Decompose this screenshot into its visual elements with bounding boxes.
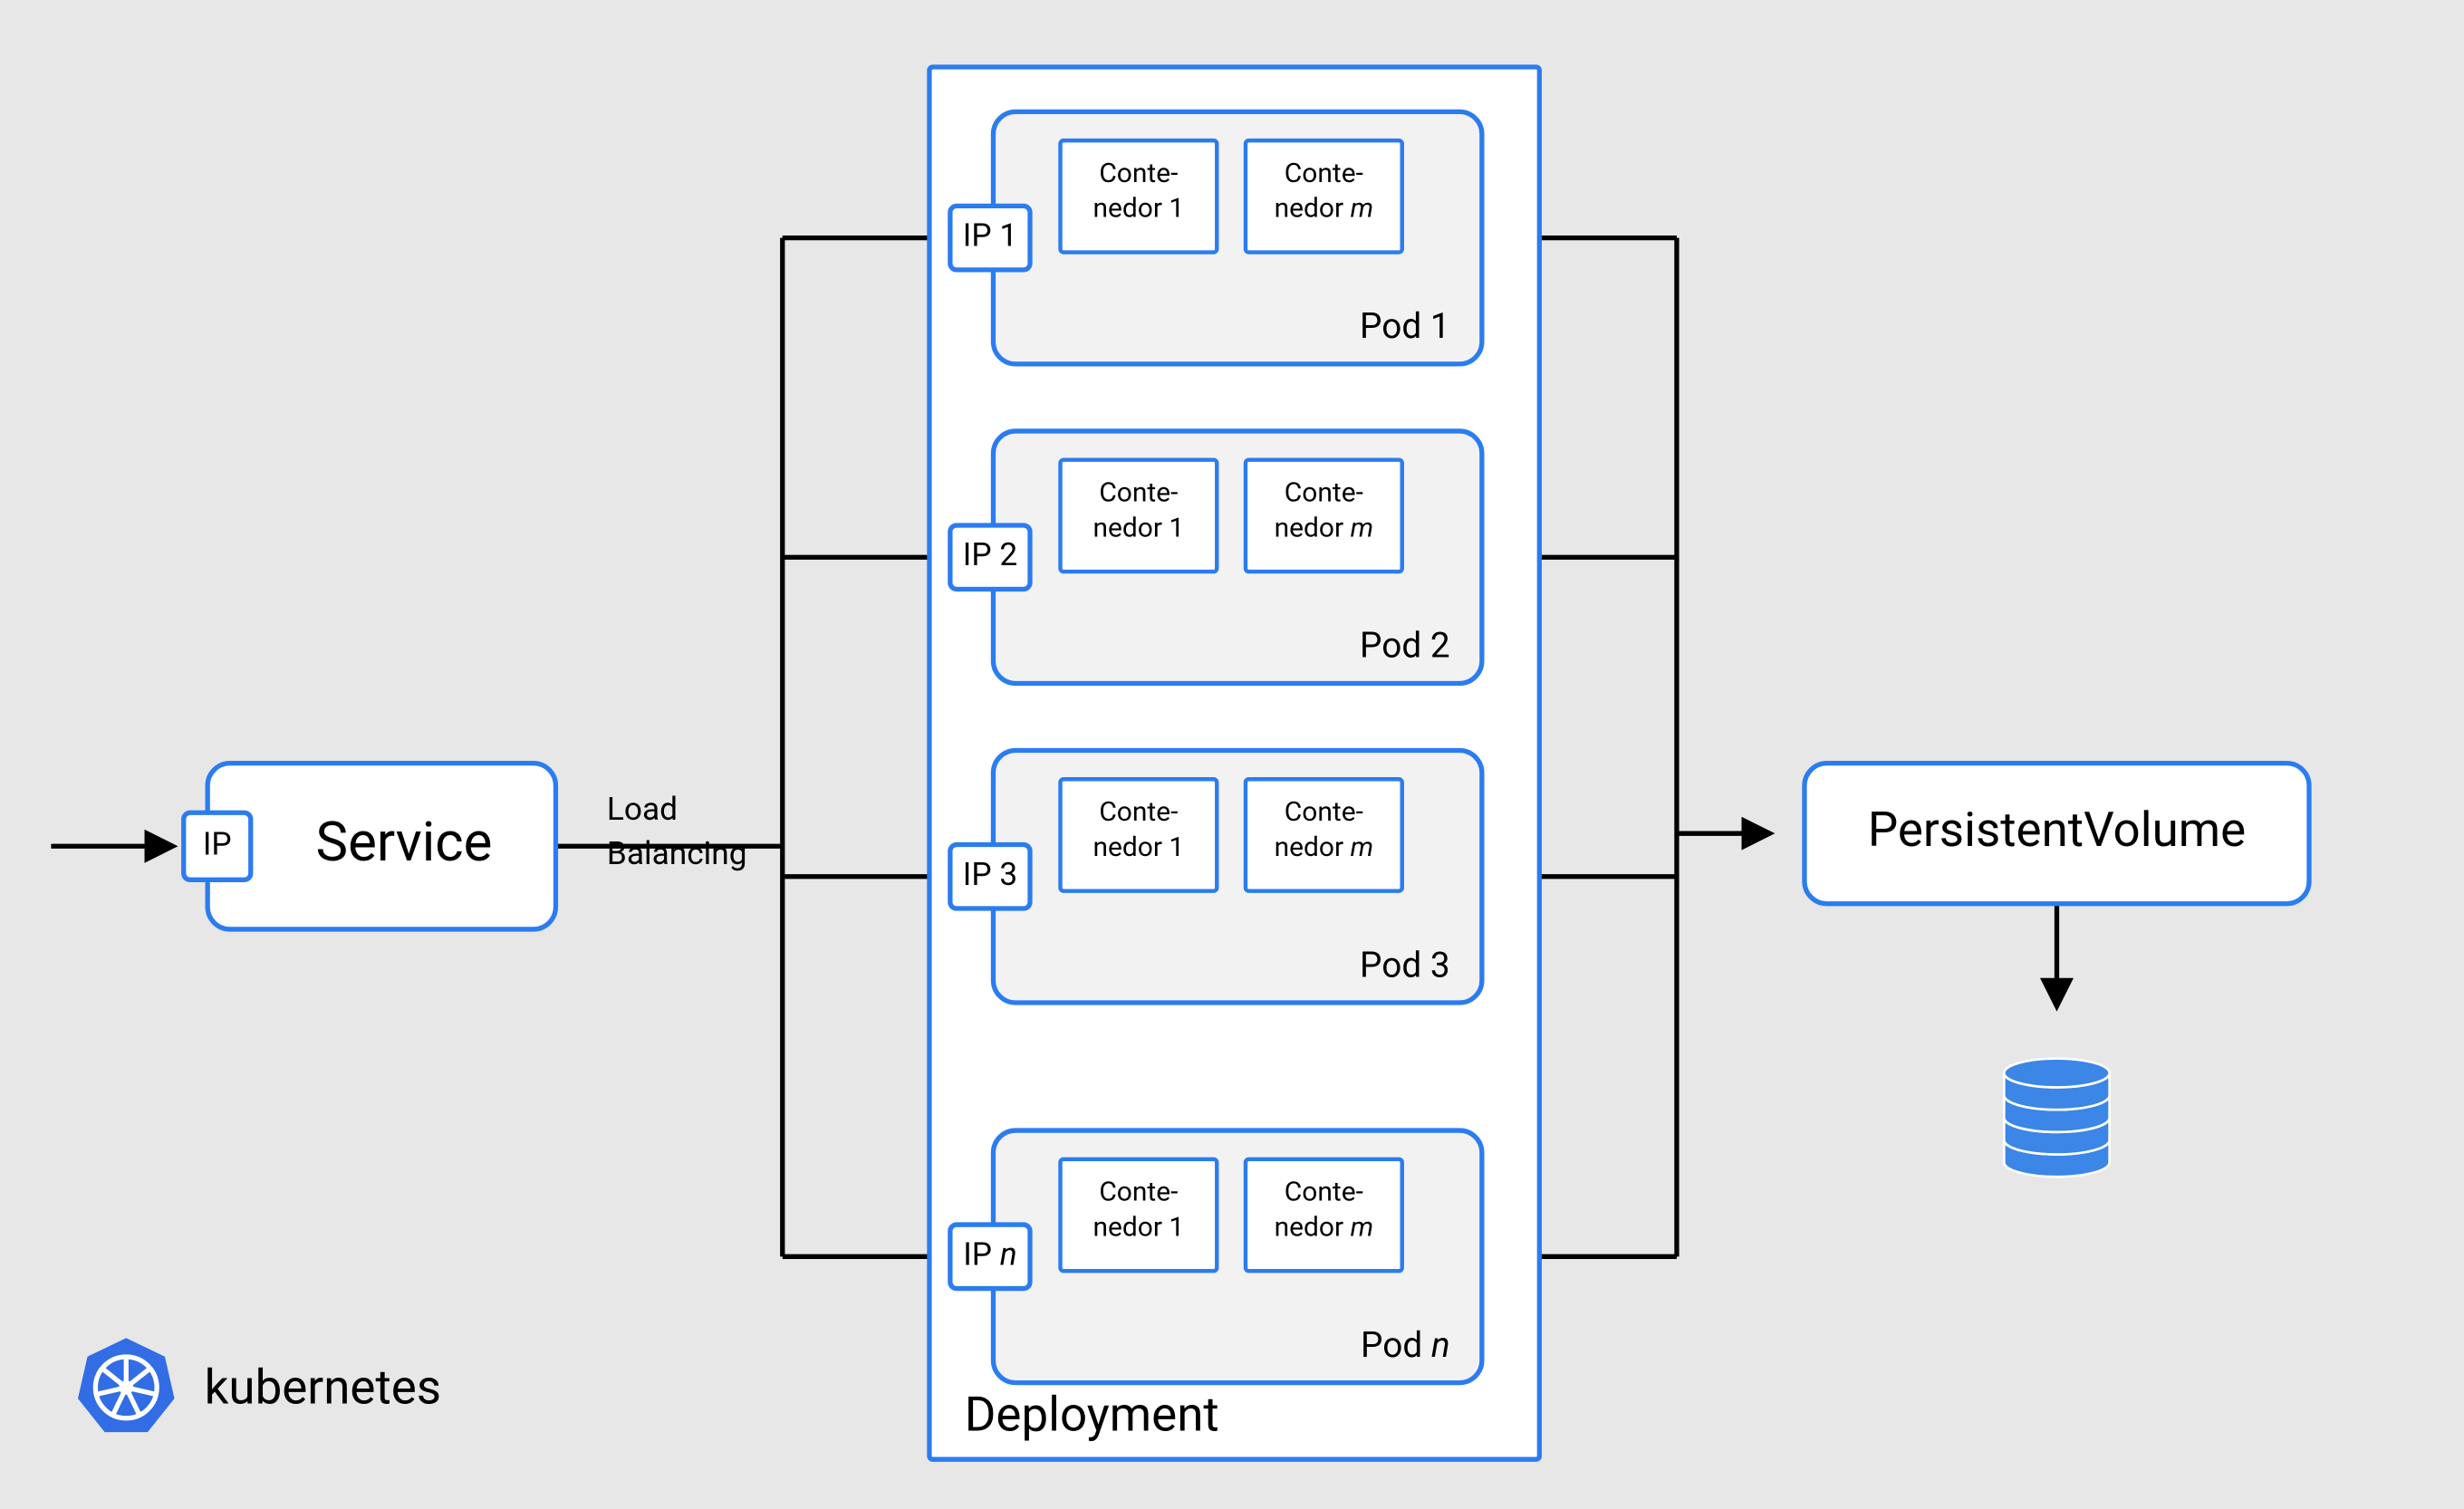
service-label: Service [316, 810, 493, 874]
service-ip-label: IP [203, 825, 232, 863]
load-balancing-label-2: Balancing [607, 834, 747, 872]
pod-ip-label-3: IP 3 [963, 855, 1017, 893]
pod-ip-label-2: IP 2 [963, 536, 1017, 574]
load-balancing-label-1: Load [607, 790, 678, 828]
pod-ip-label-1: IP 1 [963, 216, 1017, 255]
pod-label-4: Pod n [1361, 1325, 1450, 1366]
pod-label-2: Pod 2 [1360, 626, 1450, 667]
pv-label: PersistentVolume [1868, 802, 2246, 858]
database-icon [2004, 1059, 2109, 1177]
pod-label-1: Pod 1 [1360, 306, 1450, 347]
pod-ip-label-4: IP n [963, 1235, 1016, 1274]
pod-label-3: Pod 3 [1360, 946, 1450, 986]
deployment-label: Deployment [965, 1386, 1219, 1442]
kubernetes-label: kubernetes [205, 1359, 441, 1415]
